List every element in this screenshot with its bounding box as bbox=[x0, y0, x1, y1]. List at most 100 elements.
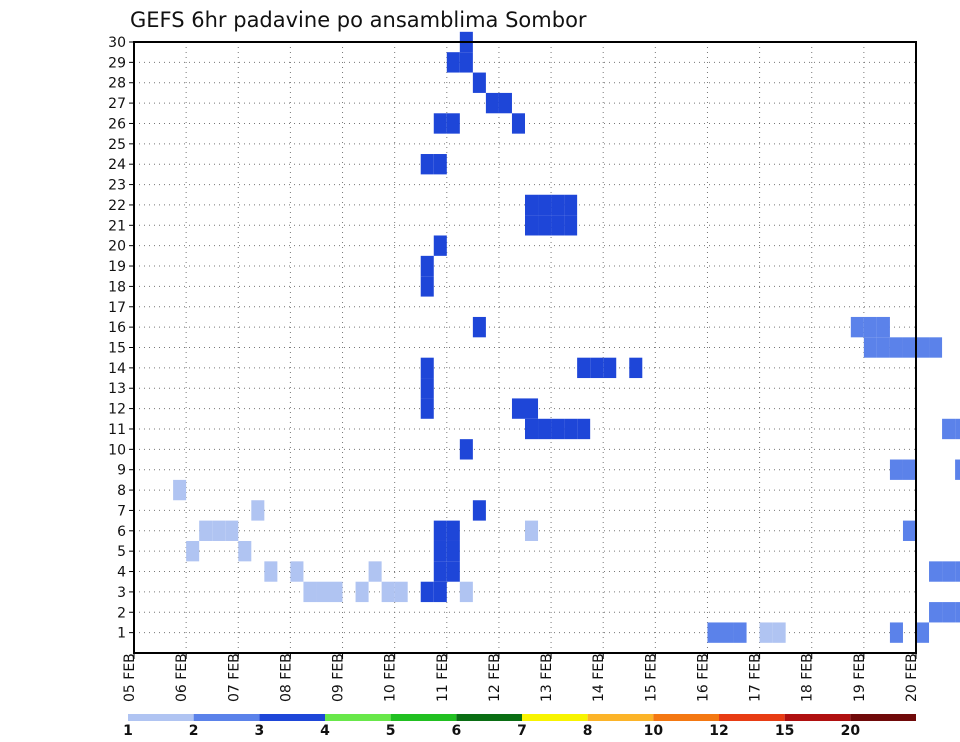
heatmap-cell bbox=[381, 581, 395, 603]
y-axis-tick-label: 24 bbox=[108, 157, 126, 173]
heatmap-cell bbox=[472, 316, 486, 338]
heatmap-cell bbox=[355, 581, 369, 603]
heatmap-cell bbox=[902, 520, 916, 541]
heatmap-cell bbox=[525, 398, 539, 419]
heatmap-cell bbox=[577, 418, 591, 440]
legend-label: 20 bbox=[841, 723, 861, 739]
heatmap-cell bbox=[525, 520, 539, 541]
legend-color-swatch bbox=[653, 714, 719, 721]
heatmap-cell bbox=[420, 154, 434, 175]
heatmap-cell bbox=[394, 581, 408, 603]
heatmap-cell bbox=[433, 154, 447, 175]
heatmap-cell bbox=[902, 337, 916, 358]
legend-color-swatch bbox=[193, 714, 260, 721]
heatmap-cell bbox=[420, 357, 434, 379]
legend-label: 15 bbox=[775, 723, 794, 739]
y-axis-tick-label: 16 bbox=[108, 320, 126, 336]
heatmap-cell bbox=[551, 418, 565, 440]
y-axis-tick-label: 29 bbox=[108, 55, 126, 71]
heatmap-cell bbox=[173, 479, 187, 501]
heatmap-cell bbox=[942, 602, 956, 623]
heatmap-cell bbox=[264, 561, 278, 582]
heatmap-cell bbox=[889, 337, 903, 358]
y-axis-tick-label: 14 bbox=[108, 361, 126, 377]
y-axis-tick-label: 3 bbox=[117, 585, 126, 601]
heatmap-cell bbox=[551, 194, 565, 216]
heatmap-cell bbox=[955, 459, 960, 480]
y-axis-tick-label: 9 bbox=[117, 463, 126, 479]
chart-title: GEFS 6hr padavine po ansamblima Sombor bbox=[130, 8, 587, 32]
x-axis-tick-label: 18 FEB bbox=[800, 653, 816, 702]
y-axis-tick-label: 13 bbox=[108, 381, 126, 397]
y-axis-tick-label: 23 bbox=[108, 178, 126, 194]
heatmap-cell bbox=[629, 357, 643, 379]
legend-label: 12 bbox=[709, 723, 728, 739]
heatmap-cell bbox=[433, 540, 447, 562]
legend-label: 7 bbox=[517, 723, 527, 739]
y-axis-tick-label: 5 bbox=[117, 544, 126, 560]
heatmap-cell bbox=[876, 337, 890, 358]
x-axis-tick-label: 20 FEB bbox=[904, 653, 920, 702]
x-axis-tick-label: 08 FEB bbox=[278, 653, 294, 702]
heatmap-cell bbox=[472, 500, 486, 521]
heatmap-cell bbox=[459, 439, 473, 460]
heatmap-cell bbox=[459, 581, 473, 603]
legend-color-swatch bbox=[784, 714, 851, 721]
heatmap-cell bbox=[498, 92, 512, 114]
legend-label: 10 bbox=[644, 723, 664, 739]
heatmap-cell bbox=[303, 581, 317, 603]
y-axis-tick-label: 18 bbox=[108, 279, 126, 295]
legend-color-swatch bbox=[522, 714, 588, 721]
heatmap-cell bbox=[916, 337, 930, 358]
y-axis-tick-label: 7 bbox=[117, 503, 126, 519]
y-axis-tick-label: 30 bbox=[108, 35, 126, 51]
heatmap-cell bbox=[889, 622, 903, 643]
heatmap-cell bbox=[929, 561, 943, 582]
legend-label: 8 bbox=[583, 723, 593, 739]
x-axis-tick-label: 16 FEB bbox=[695, 653, 711, 702]
legend-color-swatch bbox=[456, 714, 522, 721]
heatmap-cell bbox=[420, 255, 434, 277]
y-axis-tick-label: 4 bbox=[117, 565, 126, 581]
heatmap-cell bbox=[446, 561, 460, 582]
heatmap-cell bbox=[577, 357, 591, 379]
x-axis-tick-label: 17 FEB bbox=[748, 653, 764, 702]
heatmap-cell bbox=[459, 52, 473, 73]
heatmap-cell bbox=[863, 337, 877, 358]
x-axis-tick-label: 12 FEB bbox=[487, 653, 503, 702]
heatmap-cell bbox=[955, 561, 960, 582]
x-axis-tick-label: 10 FEB bbox=[383, 653, 399, 702]
heatmap-cell bbox=[446, 540, 460, 562]
legend-color-swatch bbox=[587, 714, 654, 721]
y-axis-tick-label: 28 bbox=[108, 76, 126, 92]
heatmap-cell bbox=[564, 215, 578, 236]
heatmap-cell bbox=[433, 235, 447, 256]
heatmap-cell bbox=[525, 194, 539, 216]
heatmap-cell bbox=[564, 194, 578, 216]
legend-color-swatch bbox=[850, 714, 916, 721]
heatmap-cell bbox=[238, 540, 252, 562]
heatmap-cell bbox=[916, 622, 930, 643]
legend-label: 5 bbox=[386, 723, 396, 739]
heatmap-cell bbox=[603, 357, 617, 379]
heatmap-cell bbox=[889, 459, 903, 480]
heatmap-cell bbox=[290, 561, 304, 582]
x-axis-tick-label: 09 FEB bbox=[331, 653, 347, 702]
heatmap-cell bbox=[538, 418, 552, 440]
heatmap-cell bbox=[955, 602, 960, 623]
y-axis-tick-label: 20 bbox=[108, 239, 126, 255]
heatmap-cell bbox=[472, 72, 486, 93]
heatmap-cell bbox=[420, 276, 434, 297]
heatmap-cell bbox=[433, 581, 447, 603]
heatmap-cell bbox=[446, 52, 460, 73]
y-axis-tick-label: 21 bbox=[108, 218, 126, 234]
heatmap-cell bbox=[538, 194, 552, 216]
heatmap-cell bbox=[199, 520, 213, 541]
heatmap-cell bbox=[251, 500, 265, 521]
heatmap-cell bbox=[929, 602, 943, 623]
y-axis-tick-label: 25 bbox=[108, 137, 126, 153]
legend-color-swatch bbox=[325, 714, 391, 721]
heatmap-cell bbox=[433, 561, 447, 582]
